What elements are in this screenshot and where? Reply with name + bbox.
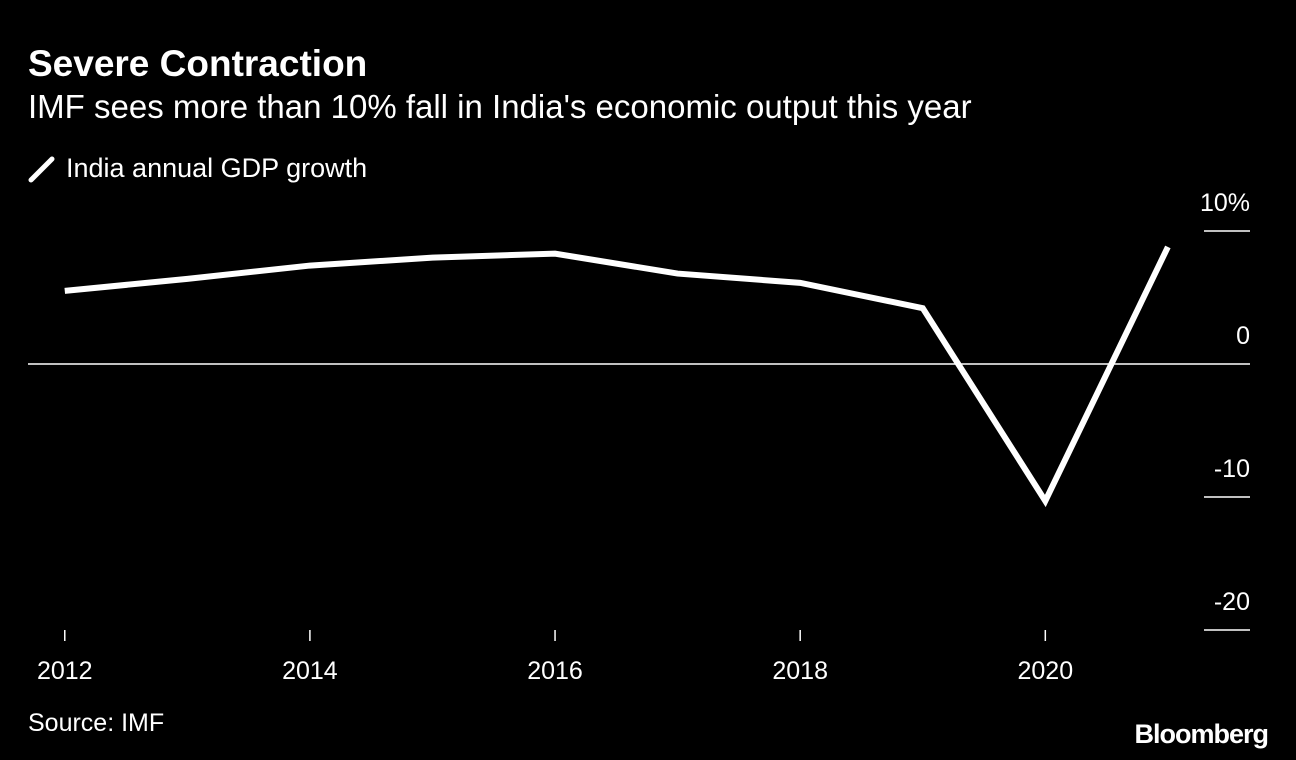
chart-title: Severe Contraction	[28, 43, 367, 84]
x-tick-label: 2020	[1017, 657, 1073, 685]
y-tick-label: -10	[1214, 455, 1250, 483]
y-tick-label: 10%	[1200, 189, 1250, 217]
source: Source: IMF	[28, 709, 164, 737]
legend-label: India annual GDP growth	[66, 153, 367, 183]
x-tick-label: 2016	[527, 657, 583, 685]
y-tick-label: 0	[1236, 322, 1250, 350]
x-tick-label: 2012	[37, 657, 93, 685]
chart-subtitle: IMF sees more than 10% fall in India's e…	[28, 88, 972, 125]
x-tick-label: 2018	[772, 657, 828, 685]
logo: Bloomberg	[1134, 719, 1268, 749]
data-line	[64, 245, 1171, 508]
x-tick-label: 2014	[282, 657, 338, 685]
legend-icon	[28, 156, 55, 183]
y-tick-label: -20	[1214, 588, 1250, 616]
